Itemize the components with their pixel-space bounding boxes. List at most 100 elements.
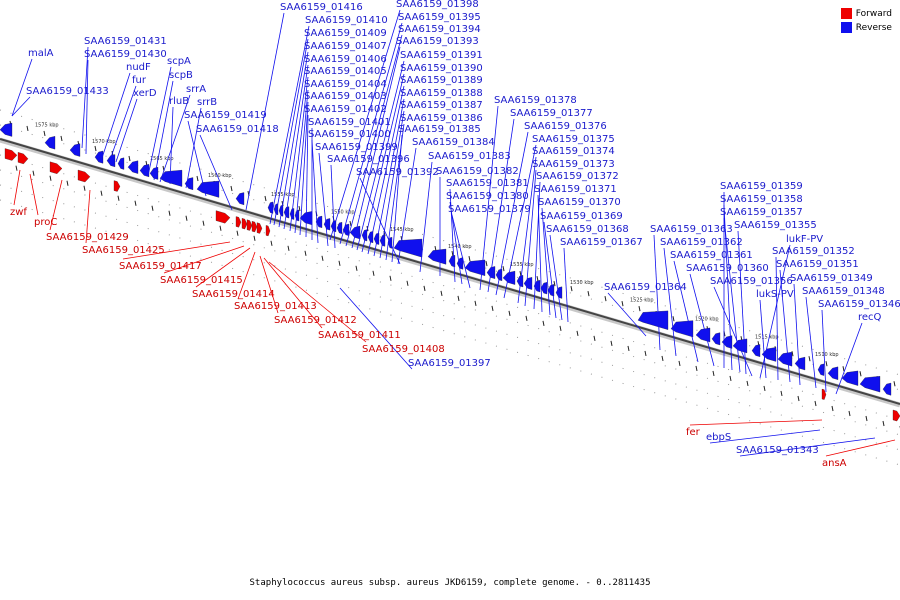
reverse-leader-line [367,85,405,255]
reverse-gene-label: SAA6159_01394 [398,24,481,35]
reverse-gene-label: rluB [169,96,189,107]
minor-tick [457,295,460,301]
minor-tick [559,325,562,331]
minor-tick [672,316,675,322]
reverse-gene-label: SAA6159_01400 [308,129,391,140]
scale-tick-label: 1535 kbp [510,262,534,268]
legend-reverse-label: Reverse [855,22,892,33]
reverse-gene-arrow [464,259,486,277]
minor-tick [553,281,556,287]
track-dots-2 [0,154,900,421]
minor-tick [389,275,392,281]
forward-leader-line [13,169,21,206]
forward-gene-label: SAA6159_01413 [234,301,317,312]
reverse-gene-label: SAA6159_01393 [396,36,479,47]
reverse-gene-label: SAA6159_01385 [398,124,481,135]
reverse-leader-line [739,437,876,457]
reverse-gene-label: SAA6159_01343 [736,445,819,456]
reverse-gene-arrow [777,351,793,367]
minor-tick [536,276,539,282]
minor-tick [355,265,358,271]
minor-tick [298,205,301,212]
minor-tick [83,185,86,191]
minor-tick [763,385,766,392]
reverse-leader-line [147,66,172,177]
forward-leader-line [122,241,231,260]
forward-leader-line [195,247,251,288]
forward-gene-label: SAA6159_01414 [192,289,275,300]
minor-tick [219,225,222,231]
scale-tick-label: 1515 kbp [755,334,779,340]
reverse-gene-label: SAA6159_01418 [196,124,279,135]
minor-tick [349,220,352,227]
reverse-leader-line [109,85,137,161]
reverse-gene-arrow [711,332,721,346]
reverse-gene-label: SAA6159_01352 [772,246,855,257]
reverse-gene-label: SAA6159_01398 [396,0,479,10]
reverse-gene-arrow [555,286,563,299]
reverse-leader-line [356,60,405,251]
minor-tick [808,356,811,362]
reverse-gene-label: SAA6159_01396 [327,154,410,165]
reverse-leader-line [269,25,310,225]
reverse-gene-label: SAA6159_01431 [84,36,167,47]
reverse-leader-line [821,309,827,393]
reverse-gene-arrow [670,320,694,338]
reverse-leader-line [495,131,529,296]
minor-tick [485,261,488,267]
reverse-gene-arrow [117,157,125,170]
minor-tick [695,365,698,372]
reverse-gene-label: SAA6159_01356 [710,276,793,287]
reverse-gene-label: SAA6159_01407 [304,41,387,52]
minor-tick [542,320,545,326]
reverse-leader-line [361,73,405,253]
reverse-gene-label: lukF-PV [786,234,823,245]
forward-leader-line [29,173,39,216]
reverse-leader-line [517,156,537,304]
minor-tick [627,345,630,352]
reverse-gene-label: fur [132,75,147,86]
minor-tick [712,370,715,377]
minor-tick [338,260,341,266]
minor-tick [729,375,732,382]
reverse-gene-label: SAA6159_01358 [720,194,803,205]
forward-gene-label: SAA6159_01408 [362,344,445,355]
genome-backbone [0,138,900,405]
reverse-gene-label: SAA6159_01397 [408,358,491,369]
reverse-gene-label: SAA6159_01361 [670,250,753,261]
reverse-gene-label: SAA6159_01392 [356,167,439,178]
reverse-gene-arrow [315,215,323,229]
scale-tick-label: 1525 kbp [630,298,654,304]
reverse-gene-label: lukS-PV [756,289,794,300]
minor-tick [780,390,783,397]
reverse-gene-label: SAA6159_01362 [660,237,743,248]
reverse-gene-arrow [184,177,194,191]
reverse-gene-label: SAA6159_01357 [720,207,803,218]
reverse-gene-label: SAA6159_01391 [400,50,483,61]
reverse-gene-label: SAA6159_01355 [734,220,817,231]
reverse-gene-arrow [94,150,104,164]
reverse-gene-label: SAA6159_01373 [532,159,615,170]
minor-tick [43,130,46,137]
reverse-gene-label: SAA6159_01401 [308,117,391,128]
reverse-leader-line [793,283,801,386]
reverse-gene-arrow [69,143,81,157]
reverse-gene-arrow [361,229,368,242]
minor-tick [287,245,290,251]
reverse-gene-arrow [540,282,548,295]
reverse-leader-line [607,292,647,337]
minor-tick [746,380,749,387]
reverse-leader-line [524,169,537,307]
reverse-leader-line [81,46,89,149]
reverse-leader-line [299,101,309,236]
reverse-gene-label: SAA6159_01404 [304,79,387,90]
minor-tick [502,266,505,272]
minor-tick [825,361,828,367]
reverse-gene-label: SAA6159_01409 [304,28,387,39]
reverse-gene-label: SAA6159_01348 [802,286,885,297]
minor-tick [321,255,324,261]
minor-tick [60,135,63,142]
reverse-swatch [840,22,852,33]
track-dots-1 [0,124,900,391]
reverse-gene-label: SAA6159_01372 [536,171,619,182]
